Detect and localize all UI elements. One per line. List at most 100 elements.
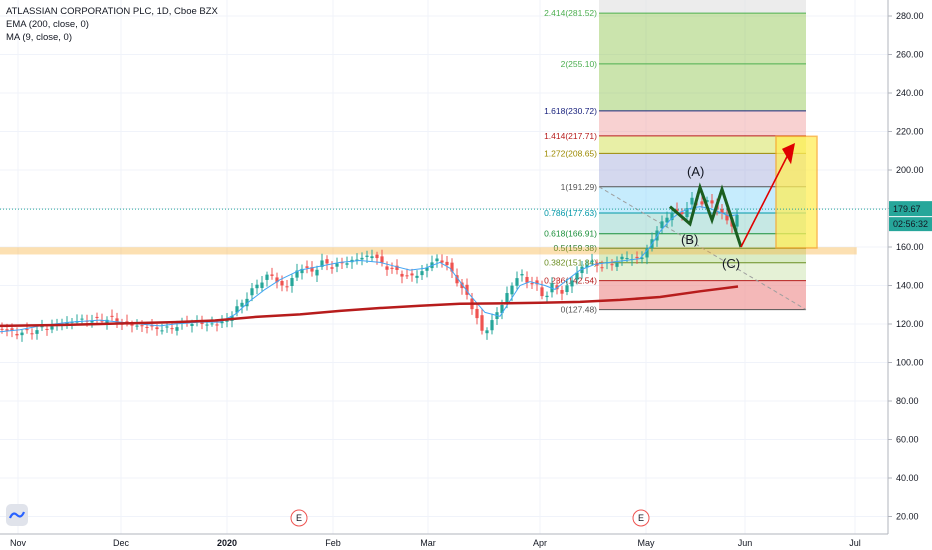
candle: [540, 280, 544, 300]
fib-level-label: 1.618(230.72): [544, 106, 597, 116]
candle: [30, 328, 34, 340]
candle: [310, 261, 314, 277]
candle: [565, 278, 569, 296]
indicator-lines: [0, 206, 888, 333]
symbol-title[interactable]: ATLASSIAN CORPORATION PLC, 1D, Cboe BZX: [6, 6, 218, 17]
fib-level-label: 2(255.10): [561, 59, 598, 69]
candle: [335, 257, 339, 273]
drawings[interactable]: (A) (B) (C): [669, 143, 795, 271]
candle: [165, 321, 169, 333]
candle: [640, 251, 644, 264]
fib-level-label: 0.618(166.91): [544, 229, 597, 239]
candle: [570, 276, 574, 294]
candle: [280, 275, 284, 292]
candle: [250, 282, 254, 302]
candle: [645, 244, 649, 265]
candle: [725, 208, 729, 225]
candle: [355, 253, 359, 265]
candle: [45, 325, 49, 336]
candle: [420, 264, 424, 280]
x-tick-label: Dec: [113, 538, 130, 548]
fib-level-label: 0.382(151.84): [544, 258, 597, 268]
price-badge: [889, 201, 932, 217]
candle: [360, 252, 364, 266]
candle: [260, 275, 264, 293]
candle: [530, 276, 534, 290]
x-tick-label: Feb: [325, 538, 341, 548]
abc-wave-line: [669, 182, 743, 248]
candle: [710, 193, 714, 208]
fib-level-label: 1(191.29): [561, 182, 598, 192]
candle: [405, 268, 409, 280]
fib-band: [599, 153, 806, 187]
candle: [410, 268, 414, 282]
price-badge-text: 179.67: [893, 204, 921, 214]
candle: [465, 278, 469, 300]
ema-legend[interactable]: EMA (200, close, 0): [6, 19, 89, 30]
fib-band-bottom: [599, 280, 806, 310]
y-tick-label: 120.00: [896, 319, 924, 329]
candle: [440, 254, 444, 268]
fibonacci-extension[interactable]: 2.414(281.52) 2(255.10) 1.618(230.72) 1.414…: [544, 0, 807, 315]
candle: [345, 256, 349, 269]
candle: [610, 259, 614, 271]
candle: [690, 192, 694, 210]
countdown-badge-text: 02:56:32: [893, 219, 928, 229]
candle: [115, 312, 119, 328]
x-tick-label: Jul: [849, 538, 861, 548]
candle: [270, 267, 274, 280]
earnings-marker-label: E: [638, 513, 644, 523]
candle: [665, 211, 669, 228]
fib-band: [599, 248, 806, 263]
fib-band-top: [599, 0, 806, 14]
y-tick-label: 220.00: [896, 127, 924, 137]
fib-level-label: 0.5(159.38): [554, 243, 598, 253]
candle: [265, 271, 269, 287]
candle: [520, 269, 524, 282]
countdown-badge: [889, 217, 932, 232]
candle: [600, 260, 604, 272]
candle: [290, 274, 294, 293]
y-tick-label: 100.00: [896, 358, 924, 368]
candle: [720, 203, 724, 220]
support-zone: [0, 247, 857, 255]
time-axis[interactable]: Nov Dec 2020 Feb Mar Apr May Jun Jul: [10, 538, 861, 548]
candle: [380, 249, 384, 267]
candle: [175, 320, 179, 336]
candle: [370, 249, 374, 263]
candle: [15, 327, 19, 340]
x-tick-label: Nov: [10, 538, 27, 548]
earnings-marker: [290, 509, 308, 527]
candle: [285, 279, 289, 292]
target-arrow: [740, 150, 791, 248]
fib-band: [599, 262, 806, 281]
fib-band: [599, 213, 806, 234]
candle: [735, 208, 739, 231]
y-tick-label: 20.00: [896, 512, 919, 522]
earnings-marker-label: E: [296, 513, 302, 523]
candle: [320, 253, 324, 270]
candle: [480, 308, 484, 335]
ma-legend[interactable]: MA (9, close, 0): [6, 32, 72, 43]
y-tick-label: 240.00: [896, 88, 924, 98]
grid-lines: [0, 0, 888, 534]
candle: [435, 254, 439, 268]
candle: [295, 263, 299, 281]
ma9-line: [0, 206, 739, 333]
x-tick-label: May: [637, 538, 655, 548]
candle: [235, 299, 239, 317]
candle: [560, 285, 564, 301]
tradingview-logo-icon[interactable]: [6, 504, 28, 526]
y-tick-label: 60.00: [896, 435, 919, 445]
candle: [635, 251, 639, 264]
wave-label: (C): [722, 256, 740, 271]
candle: [245, 292, 249, 311]
wave-label: (A): [687, 164, 704, 179]
price-axis[interactable]: 20.00 40.00 60.00 80.00 100.00 120.00 140.00 16…: [888, 11, 924, 522]
candle: [485, 327, 489, 340]
candle: [300, 264, 304, 280]
chart-legend: ATLASSIAN CORPORATION PLC, 1D, Cboe BZX …: [6, 5, 218, 44]
candle: [315, 265, 319, 282]
